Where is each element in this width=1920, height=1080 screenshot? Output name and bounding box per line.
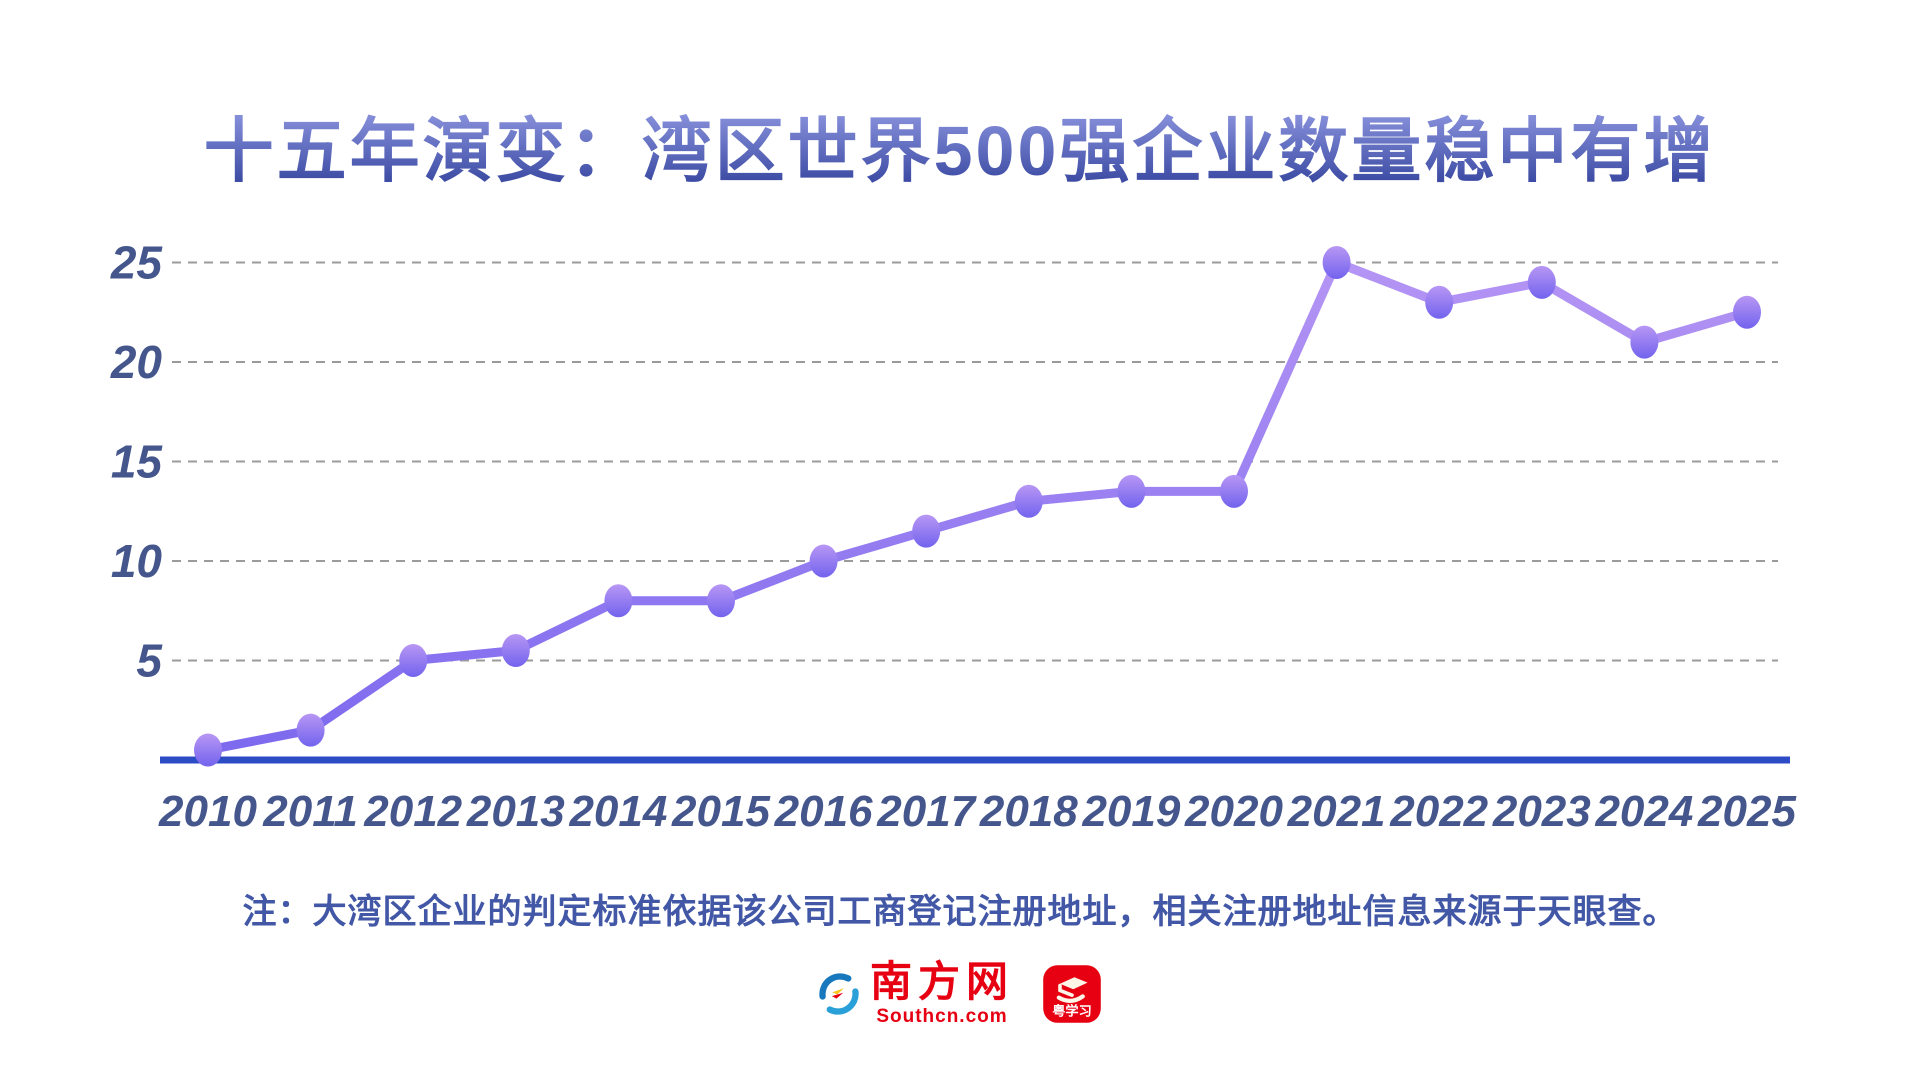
y-tick-label: 10 — [111, 535, 163, 587]
x-tick-label: 2011 — [262, 787, 358, 836]
x-tick-label: 2013 — [466, 787, 565, 836]
page-title: 十五年演变：湾区世界500强企业数量稳中有增 — [0, 111, 1920, 192]
data-point — [296, 713, 325, 747]
southcn-logo: 南方网 Southcn.com — [818, 962, 1014, 1026]
data-point — [707, 584, 735, 618]
data-point — [1117, 474, 1146, 508]
data-point — [1733, 295, 1761, 329]
data-point — [1220, 474, 1248, 508]
x-tick-label: 2017 — [876, 787, 977, 836]
footer-logos: 南方网 Southcn.com 粤学习 — [0, 962, 1920, 1026]
data-point — [194, 733, 222, 767]
y-tick-label: 5 — [136, 635, 163, 687]
data-point — [1322, 246, 1351, 279]
data-point — [1014, 484, 1043, 518]
y-tick-label: 25 — [110, 237, 164, 289]
data-point — [912, 514, 941, 548]
bird-wing-red — [831, 992, 844, 999]
bird-wing-yellow — [832, 988, 845, 995]
x-tick-label: 2018 — [979, 787, 1078, 836]
southcn-swirl-icon — [819, 973, 859, 1015]
x-tick-label: 2012 — [363, 787, 462, 836]
x-tick-label: 2024 — [1594, 787, 1693, 836]
trend-line — [203, 258, 1752, 755]
x-tick-label: 2016 — [774, 787, 873, 836]
x-tick-label: 2022 — [1389, 787, 1488, 836]
data-point — [399, 644, 428, 677]
footnote: 注：大湾区企业的判定标准依据该公司工商登记注册地址，相关注册地址信息来源于天眼查… — [242, 893, 1678, 931]
yuexuexi-app-icon: 粤学习 — [1043, 965, 1101, 1023]
y-tick-label: 20 — [110, 336, 163, 388]
x-tick-label: 2023 — [1492, 787, 1591, 836]
data-point — [809, 544, 838, 578]
x-tick-label: 2019 — [1081, 787, 1180, 836]
x-tick-label: 2015 — [671, 787, 770, 836]
data-point — [1425, 285, 1454, 319]
x-tick-label: 2014 — [568, 787, 667, 836]
data-point — [1630, 325, 1659, 359]
x-tick-label: 2020 — [1184, 787, 1283, 836]
data-point — [604, 584, 633, 618]
x-tick-label: 2010 — [158, 787, 257, 836]
yuexuexi-logo-text: 粤学习 — [1052, 1003, 1092, 1019]
book-icon — [1060, 977, 1088, 990]
x-tick-label: 2021 — [1287, 787, 1386, 836]
southcn-logo-text: 南方网 — [869, 960, 1014, 1006]
data-point — [1527, 265, 1556, 299]
y-tick-label: 15 — [111, 436, 164, 488]
data-point — [501, 634, 530, 668]
southcn-domain-text: Southcn.com — [876, 1006, 1008, 1027]
x-tick-label: 2025 — [1697, 787, 1796, 836]
